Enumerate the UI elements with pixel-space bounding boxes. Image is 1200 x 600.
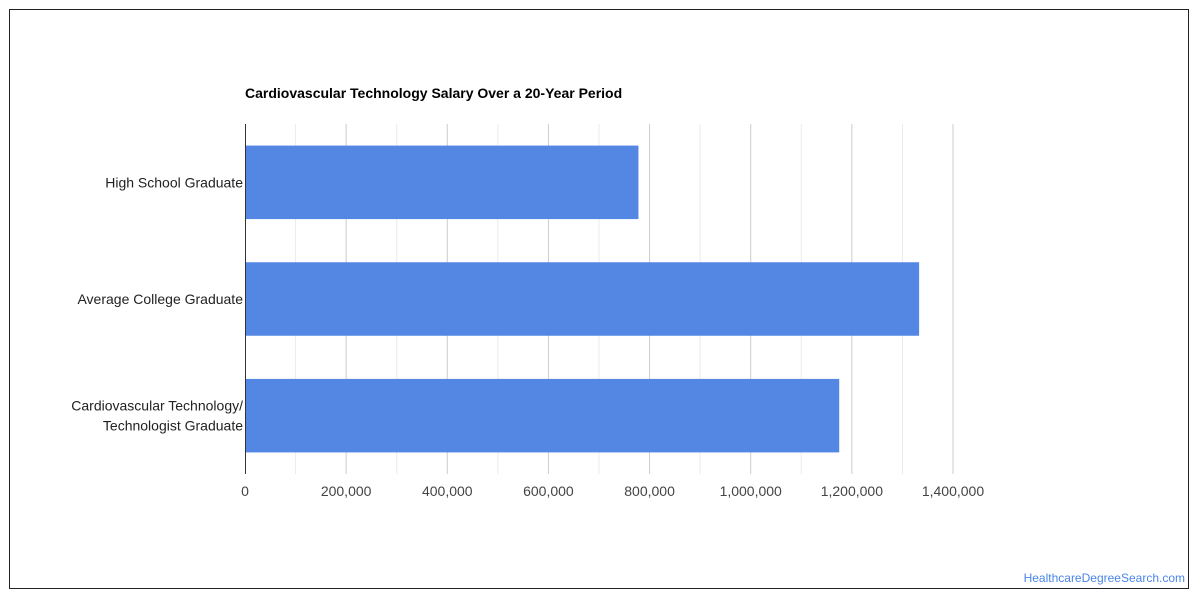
tick-labels: 0 200,000 400,000 600,000 800,000 1,000,000 1,… bbox=[241, 483, 984, 499]
category-label: Average College Graduate bbox=[77, 291, 243, 307]
x-tick-label: 1,400,000 bbox=[922, 483, 984, 499]
x-tick-label: 200,000 bbox=[321, 483, 372, 499]
bar bbox=[245, 145, 639, 220]
x-tick-label: 1,200,000 bbox=[821, 483, 883, 499]
category-labels: High School Graduate Average College Grad… bbox=[71, 174, 243, 433]
x-tick-label: 400,000 bbox=[422, 483, 473, 499]
bar bbox=[245, 378, 840, 453]
bar bbox=[245, 262, 920, 336]
category-label: Cardiovascular Technology/ bbox=[71, 398, 243, 414]
category-label: Technologist Graduate bbox=[103, 418, 243, 434]
x-tick-label: 1,000,000 bbox=[720, 483, 782, 499]
x-tick-label: 800,000 bbox=[624, 483, 675, 499]
category-label: High School Graduate bbox=[105, 174, 243, 190]
bars bbox=[245, 145, 920, 453]
watermark-link[interactable]: HealthcareDegreeSearch.com bbox=[1023, 571, 1185, 585]
chart-title: Cardiovascular Technology Salary Over a … bbox=[245, 85, 623, 101]
x-tick-label: 600,000 bbox=[523, 483, 574, 499]
x-tick-label: 0 bbox=[241, 483, 249, 499]
